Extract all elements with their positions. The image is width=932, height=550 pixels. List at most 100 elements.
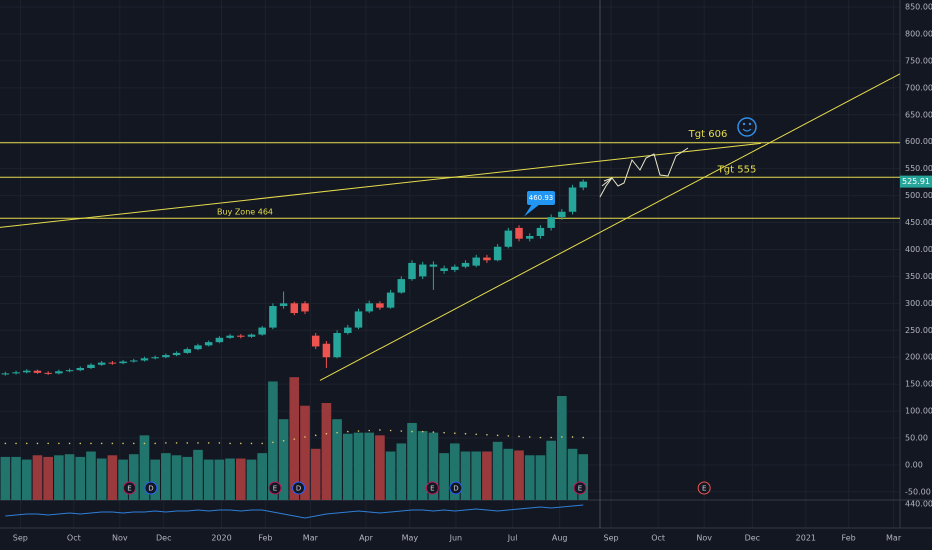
- event-marker: [425, 481, 439, 495]
- trendline: [319, 73, 901, 381]
- oscillator-tick-label: 440.00: [905, 500, 932, 509]
- level-label: Tgt 555: [717, 164, 757, 175]
- volume-ma-dot: [486, 434, 488, 436]
- y-tick-label: 850.00: [905, 3, 932, 12]
- y-tick-label: 250.00: [905, 326, 932, 335]
- candle-body: [194, 345, 202, 350]
- event-label: E: [430, 485, 434, 493]
- volume-bar: [557, 396, 567, 500]
- volume-ma-dot: [4, 442, 7, 445]
- volume-ma-dot: [111, 442, 114, 445]
- volume-bar: [64, 454, 75, 500]
- trendline: [0, 142, 761, 228]
- candle-body: [418, 264, 427, 277]
- last-price-tag: [900, 175, 932, 188]
- volume-ma-dot: [432, 431, 435, 433]
- volume-ma-dot: [411, 430, 413, 433]
- volume-bar: [385, 451, 396, 500]
- event-marker: [268, 481, 282, 495]
- volume-bar: [439, 453, 449, 500]
- y-tick-label: 550.00: [905, 164, 932, 173]
- volume-bar: [567, 448, 578, 500]
- volume-ma-dot: [550, 436, 552, 439]
- volume-bar: [471, 451, 482, 500]
- volume-bar: [332, 419, 342, 500]
- candle-body: [140, 358, 149, 361]
- volume-bar: [203, 459, 214, 500]
- y-tick-label: 200.00: [905, 353, 932, 362]
- candle-body: [311, 335, 320, 347]
- volume-bar: [535, 455, 546, 500]
- volume-bar: [578, 454, 589, 500]
- candle-body: [258, 327, 266, 335]
- x-tick-label: Nov: [696, 534, 712, 543]
- candle-body: [87, 364, 95, 368]
- x-tick-label: Sep: [604, 534, 619, 543]
- candle-body: [333, 332, 341, 358]
- volume-bar: [268, 381, 278, 500]
- volume-ma-dot: [90, 442, 92, 445]
- candle-body: [215, 337, 224, 343]
- y-tick-label: 450.00: [905, 218, 932, 227]
- event-label: E: [273, 485, 277, 493]
- volume-ma-dot: [475, 433, 478, 436]
- volume-bar: [257, 453, 268, 500]
- volume-ma-dot: [58, 442, 60, 445]
- candle-body: [525, 235, 534, 239]
- volume-ma-dot: [239, 442, 242, 445]
- candle-body: [365, 303, 373, 312]
- volume-ma-dot: [15, 442, 17, 445]
- volume-bar: [310, 448, 321, 500]
- volume-ma-dot: [282, 439, 285, 442]
- volume-ma-dot: [443, 431, 445, 434]
- volume-ma-dot: [304, 436, 306, 438]
- x-tick-label: Apr: [359, 534, 374, 543]
- y-tick-label: 750.00: [905, 56, 932, 65]
- candle-body: [558, 211, 566, 218]
- x-tick-label: Feb: [258, 534, 272, 543]
- candle-body: [376, 303, 384, 308]
- volume-ma-dot: [218, 442, 221, 444]
- candle-body: [65, 370, 74, 372]
- volume-ma-dot: [79, 442, 82, 445]
- level-label: Buy Zone 464: [217, 208, 273, 217]
- volume-ma-dot: [154, 442, 156, 445]
- candle-body: [23, 370, 31, 373]
- y-tick-label: 50.00: [905, 434, 928, 443]
- candle-body: [269, 306, 277, 328]
- candle-body: [440, 268, 448, 272]
- callout-box: [527, 191, 555, 205]
- x-tick-label: Dec: [156, 534, 171, 543]
- candle-body: [547, 217, 555, 228]
- event-label: E: [127, 485, 131, 493]
- volume-bar: [503, 448, 514, 500]
- y-tick-label: 700.00: [905, 83, 932, 92]
- volume-bar: [32, 455, 43, 500]
- y-tick-label: -50.00: [905, 487, 931, 496]
- volume-bar: [128, 454, 139, 500]
- volume-bar: [193, 449, 203, 500]
- volume-ma-dot: [561, 436, 563, 438]
- volume-bar: [428, 432, 439, 500]
- candle-body: [397, 279, 406, 293]
- candle-body: [354, 311, 363, 328]
- candle-body: [33, 370, 42, 373]
- candle-body: [183, 349, 192, 353]
- volume-bar: [214, 459, 225, 500]
- volume-ma-dot: [336, 431, 338, 434]
- candle-body: [408, 262, 416, 280]
- event-label: D: [148, 485, 153, 493]
- x-tick-label: Jun: [449, 534, 463, 543]
- volume-ma-dot: [122, 442, 124, 445]
- candle-body: [151, 357, 159, 359]
- volume-ma-dot: [518, 435, 520, 438]
- volume-ma-dot: [68, 442, 71, 445]
- candle-body: [76, 367, 85, 371]
- volume-ma-dot: [379, 429, 381, 431]
- x-tick-label: Jul: [507, 534, 518, 543]
- candle-body: [108, 362, 117, 364]
- volume-ma-dot: [186, 442, 189, 444]
- candle-body: [1, 373, 10, 375]
- event-marker: [122, 481, 136, 495]
- volume-ma-dot: [25, 442, 28, 445]
